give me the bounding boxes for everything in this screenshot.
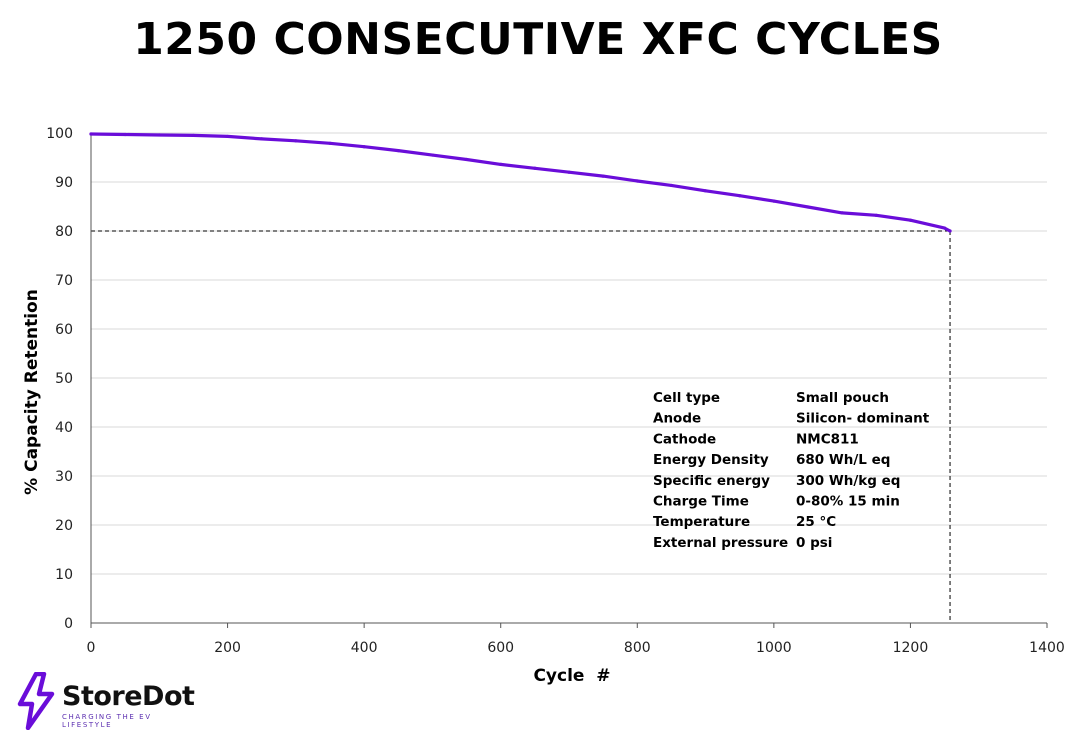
y-tick-label: 10: [55, 567, 73, 583]
x-tick-label: 200: [214, 640, 241, 656]
x-tick-label: 1400: [1029, 640, 1065, 656]
y-tick-label: 0: [64, 616, 73, 632]
y-tick-label: 90: [55, 175, 73, 191]
spec-label: Energy Density: [653, 452, 769, 468]
data-point: [260, 137, 264, 141]
reference-lines: [91, 230, 951, 623]
spec-label: Cell type: [653, 390, 720, 406]
data-point: [635, 179, 639, 183]
chart-title: 1250 CONSECUTIVE XFC CYCLES: [133, 14, 943, 65]
data-point: [567, 170, 571, 174]
y-tick-label: 20: [55, 518, 73, 534]
y-tick-label: 30: [55, 469, 73, 485]
data-point: [464, 157, 469, 162]
data-point: [499, 162, 503, 166]
data-point: [89, 132, 93, 136]
axes: [90, 133, 1048, 628]
cell-spec-table: Cell type Small pouch Anode Silicon- domina…: [653, 390, 930, 551]
brand-tagline: CHARGING THE EV LIFESTYLE: [62, 713, 152, 729]
data-point: [157, 133, 161, 137]
y-tick-label: 80: [55, 224, 73, 240]
x-tick-label: 0: [87, 640, 96, 656]
data-point: [806, 205, 810, 209]
y-tick-label: 50: [55, 371, 73, 387]
data-point: [601, 174, 605, 178]
spec-value: NMC811: [796, 431, 859, 447]
grid-lines: [91, 132, 1047, 575]
spec-value: 680 Wh/L eq: [796, 452, 890, 468]
spec-label: Anode: [653, 411, 701, 427]
data-point: [669, 183, 674, 188]
spec-value: 0 psi: [796, 535, 832, 551]
spec-value: 0-80% 15 min: [796, 494, 900, 510]
spec-value: 300 Wh/kg eq: [796, 473, 900, 489]
y-tick-label: 70: [55, 273, 73, 289]
data-point: [396, 149, 400, 153]
y-tick-label: 40: [55, 420, 73, 436]
data-point: [948, 229, 952, 233]
x-tick-label: 400: [351, 640, 378, 656]
data-point: [328, 141, 332, 145]
data-point: [703, 189, 708, 193]
x-tick-label: 600: [487, 640, 514, 656]
y-axis-title: % Capacity Retention: [22, 289, 42, 495]
spec-value: 25 °C: [796, 514, 836, 530]
data-point: [294, 139, 298, 143]
spec-value: Small pouch: [796, 390, 889, 406]
data-point: [772, 199, 776, 203]
data-point: [191, 133, 196, 138]
data-point: [225, 134, 230, 139]
x-tick-label: 1200: [893, 640, 929, 656]
data-point: [738, 194, 742, 198]
data-point: [942, 226, 947, 230]
lightning-bolt-icon: [17, 671, 55, 731]
spec-label: Specific energy: [653, 473, 770, 489]
spec-value: Silicon- dominant: [796, 411, 930, 427]
data-point: [908, 218, 913, 222]
data-point: [362, 145, 366, 149]
spec-label: Temperature: [653, 514, 750, 530]
y-tick-label: 60: [55, 322, 73, 338]
data-point: [123, 132, 127, 137]
y-tick-label: 100: [46, 126, 73, 142]
data-point: [533, 166, 537, 170]
data-point: [840, 211, 844, 215]
x-axis-title: Cycle #: [533, 666, 610, 686]
data-point: [430, 153, 435, 157]
spec-label: External pressure: [653, 535, 788, 551]
brand-name: StoreDot: [62, 681, 195, 712]
x-tick-label: 1000: [756, 640, 792, 656]
spec-label: Charge Time: [653, 494, 749, 510]
x-tick-label: 800: [624, 640, 651, 656]
spec-label: Cathode: [653, 431, 716, 447]
series-layer: [89, 132, 952, 233]
data-point: [874, 213, 878, 217]
storedot-logo: StoreDot CHARGING THE EV LIFESTYLE: [14, 671, 204, 732]
